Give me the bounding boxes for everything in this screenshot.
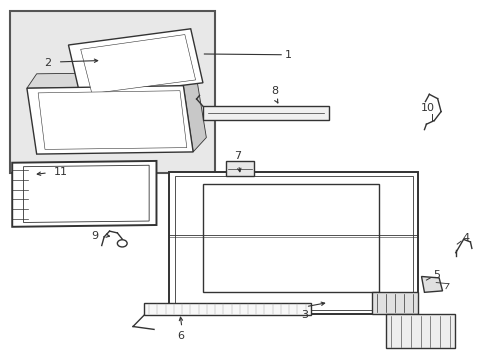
Polygon shape <box>27 72 195 88</box>
Text: 7: 7 <box>234 151 241 161</box>
Polygon shape <box>38 91 186 149</box>
Text: 9: 9 <box>91 231 99 241</box>
Bar <box>10 11 215 173</box>
Polygon shape <box>12 161 156 227</box>
Text: 2: 2 <box>44 58 51 68</box>
Text: 11: 11 <box>54 167 68 177</box>
Text: 10: 10 <box>420 103 434 113</box>
Polygon shape <box>144 303 310 315</box>
Polygon shape <box>203 184 378 292</box>
Text: 4: 4 <box>461 233 468 243</box>
Polygon shape <box>27 86 193 154</box>
Text: 3: 3 <box>301 310 308 320</box>
Text: 8: 8 <box>271 86 278 96</box>
Polygon shape <box>23 165 149 222</box>
Polygon shape <box>68 29 203 98</box>
Polygon shape <box>183 72 206 152</box>
Text: 1: 1 <box>284 50 291 60</box>
Text: 5: 5 <box>432 270 439 280</box>
Bar <box>225 161 254 176</box>
Polygon shape <box>168 172 417 314</box>
Polygon shape <box>386 314 454 348</box>
Polygon shape <box>421 276 442 292</box>
Polygon shape <box>371 292 417 314</box>
Polygon shape <box>81 35 195 94</box>
Polygon shape <box>203 106 328 120</box>
Text: 6: 6 <box>177 331 184 341</box>
